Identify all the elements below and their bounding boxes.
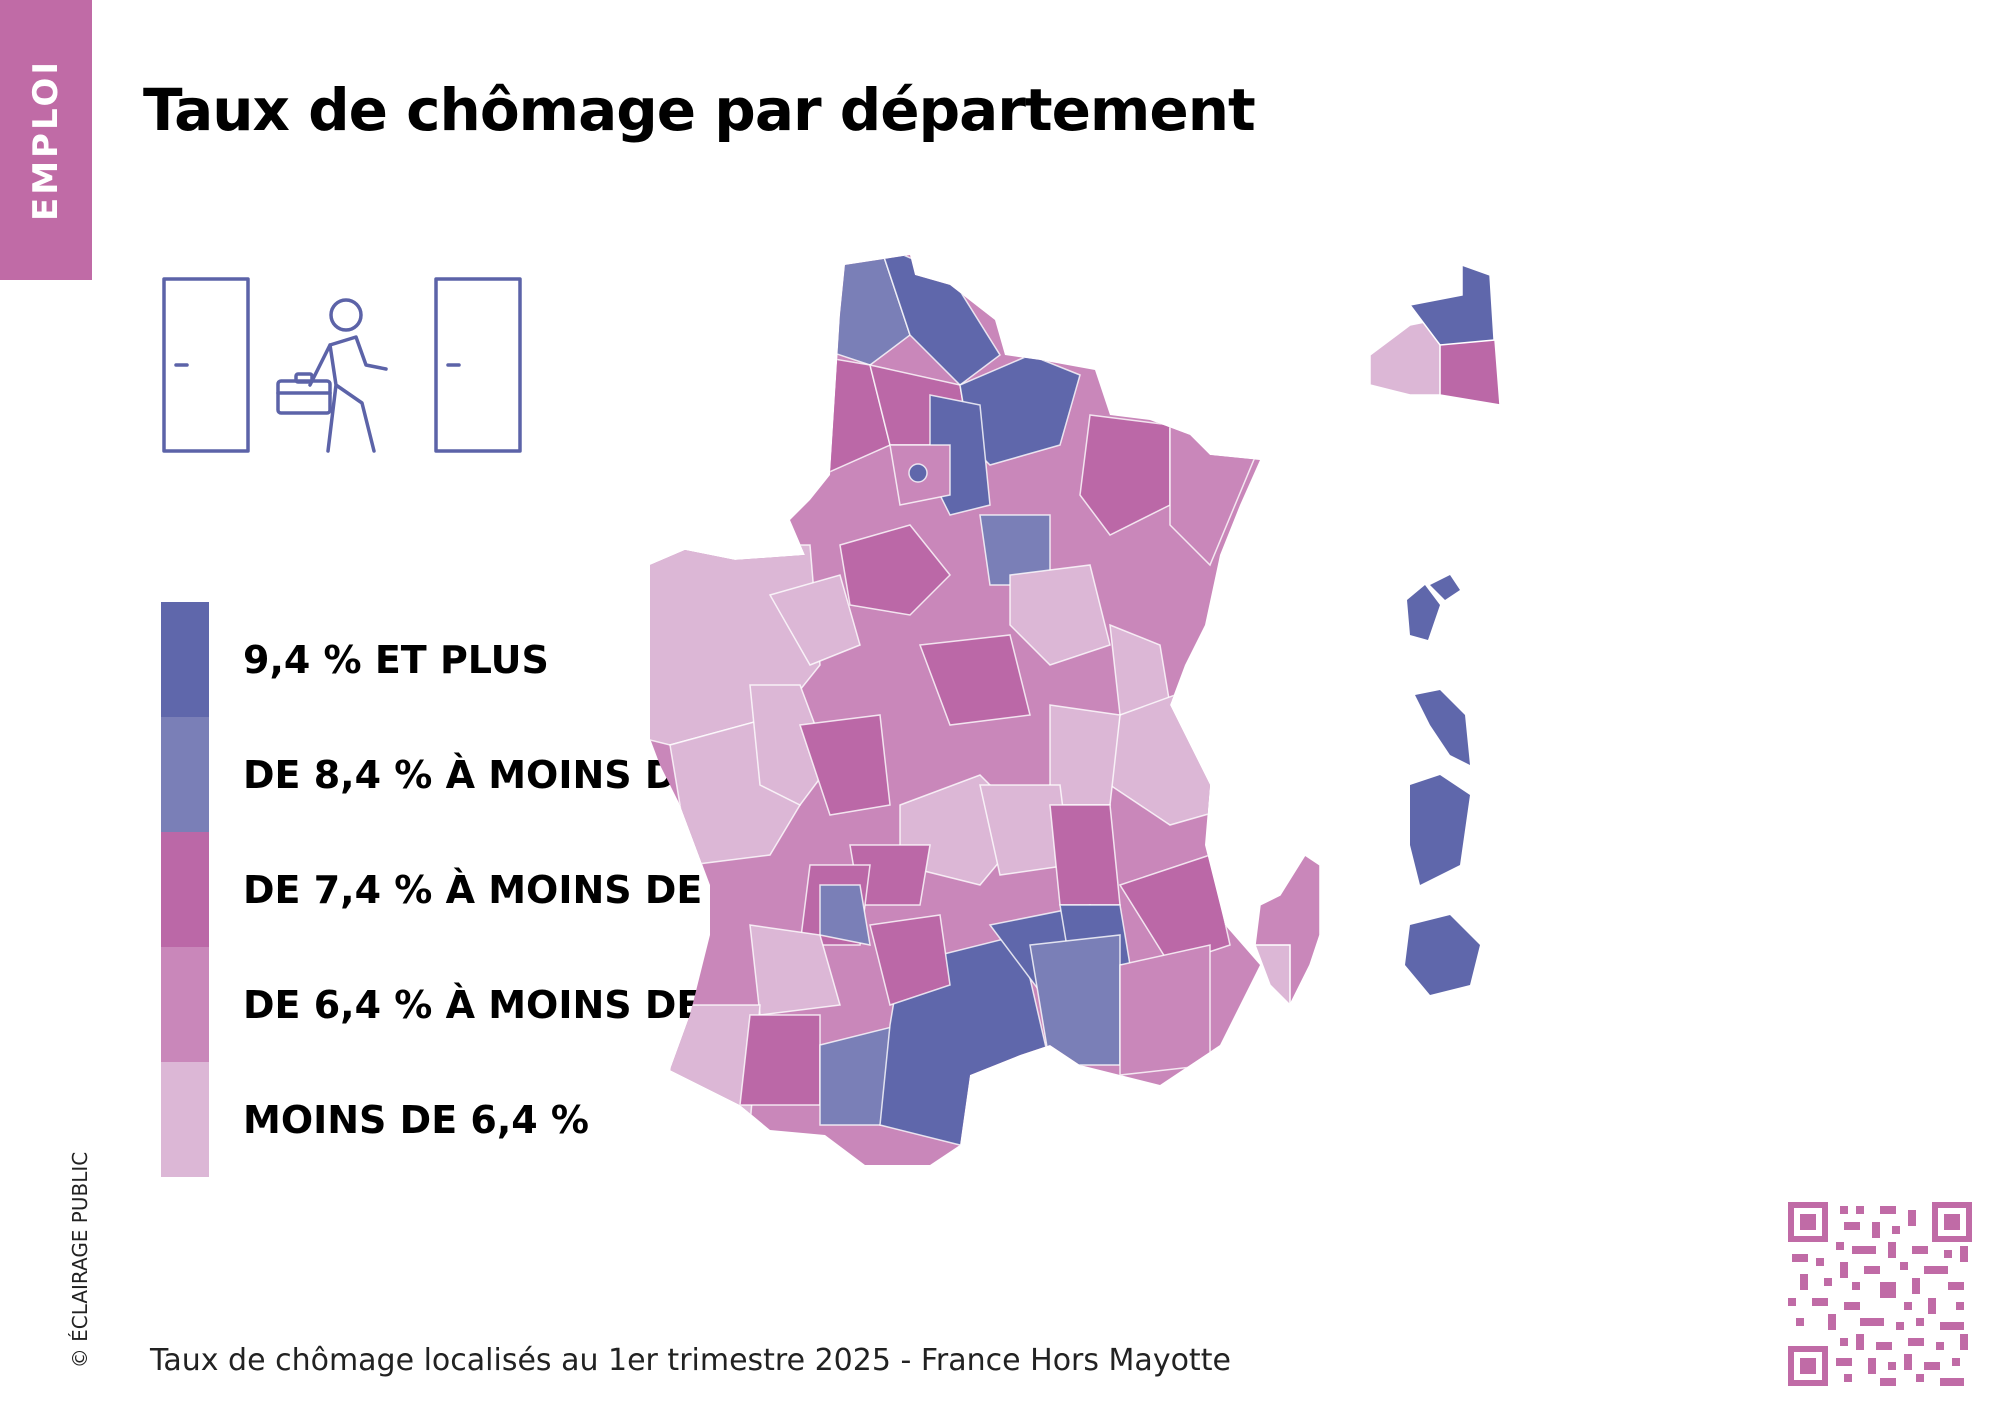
copyright: © ÉCLAIRAGE PUBLIC — [68, 1151, 92, 1369]
source-note: Taux de chômage localisés au 1er trimest… — [150, 1343, 1231, 1378]
qr-code-icon[interactable] — [1788, 1202, 1972, 1386]
legend-swatch — [161, 947, 209, 1062]
legend-item: MOINS DE 6,4 % — [161, 1062, 821, 1177]
job-seeker-doors-icon — [160, 275, 530, 460]
france-choropleth-map — [520, 245, 2000, 1285]
legend-swatch — [161, 832, 209, 947]
mainland-france — [520, 255, 1260, 1165]
category-tag-label: EMPLOI — [26, 59, 66, 221]
overseas-departments — [1369, 263, 1501, 995]
legend-swatch — [161, 717, 209, 832]
legend-swatch — [161, 1062, 209, 1177]
category-tag: EMPLOI — [0, 0, 92, 280]
legend-item: 9,4 % ET PLUS — [161, 602, 821, 717]
corsica — [1253, 853, 1321, 1007]
legend-label: 9,4 % ET PLUS — [243, 637, 549, 682]
page-title: Taux de chômage par département — [143, 76, 1256, 144]
legend-swatch — [161, 602, 209, 717]
legend-label: MOINS DE 6,4 % — [243, 1097, 590, 1142]
